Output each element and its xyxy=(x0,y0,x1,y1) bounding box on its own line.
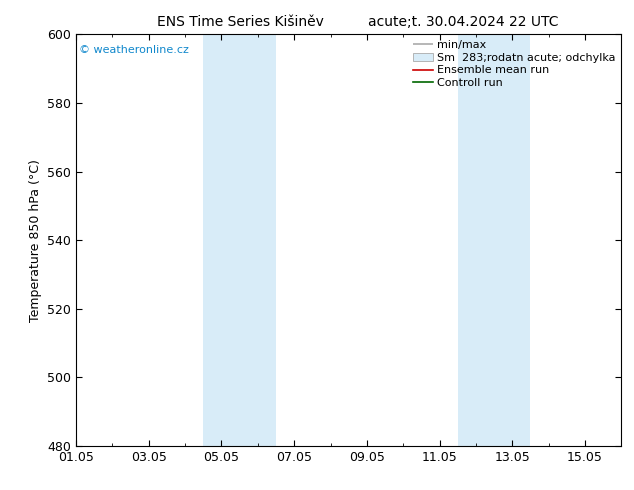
Bar xyxy=(204,34,276,446)
Bar xyxy=(458,34,531,446)
Legend: min/max, Sm  283;rodatn acute; odchylka, Ensemble mean run, Controll run: min/max, Sm 283;rodatn acute; odchylka, … xyxy=(411,38,618,91)
Text: acute;t. 30.04.2024 22 UTC: acute;t. 30.04.2024 22 UTC xyxy=(368,15,558,29)
Text: © weatheronline.cz: © weatheronline.cz xyxy=(79,45,189,54)
Y-axis label: Temperature 850 hPa (°C): Temperature 850 hPa (°C) xyxy=(29,159,42,321)
Text: ENS Time Series Kišiněv: ENS Time Series Kišiněv xyxy=(157,15,325,29)
